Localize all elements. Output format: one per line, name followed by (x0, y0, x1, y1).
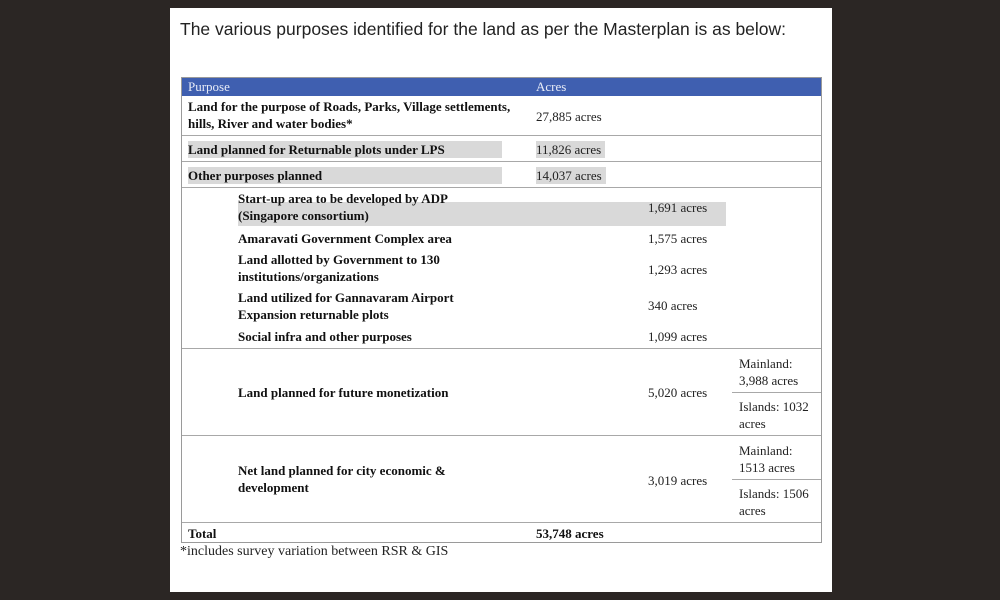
table-header: Purpose Acres (182, 78, 821, 96)
land-purpose-table: Purpose Acres Land for the purpose of Ro… (181, 77, 822, 543)
footnote: *includes survey variation between RSR &… (180, 544, 449, 559)
header-acres: Acres (536, 79, 567, 94)
total-acres: 53,748 acres (536, 526, 604, 541)
sub-row-purpose: Social infra and other purposes (238, 329, 412, 344)
sub-row-purpose: Start-up area to be developed by ADP (Si… (238, 191, 448, 223)
row-purpose: Land for the purpose of Roads, Parks, Vi… (188, 99, 511, 131)
mainland-acres: Mainland: 1513 acres (739, 443, 795, 475)
sub-row-acres: 1,293 acres (648, 262, 708, 277)
sub-row-acres: 1,099 acres (648, 329, 708, 344)
row-purpose: Land planned for Returnable plots under … (188, 141, 502, 158)
mainland-acres: Mainland: 3,988 acres (739, 356, 799, 388)
sub-row-acres: 340 acres (648, 298, 698, 313)
row-acres: 27,885 acres (536, 109, 602, 124)
sub-row-acres: 5,020 acres (648, 385, 708, 400)
sub-row-purpose: Amaravati Government Complex area (238, 231, 452, 246)
row-acres: 11,826 acres (536, 141, 606, 158)
intro-text: The various purposes identified for the … (180, 19, 787, 39)
sub-row-acres: 1,691 acres (648, 200, 708, 215)
sub-row-purpose: Land allotted by Government to 130 insti… (238, 252, 440, 284)
sub-row-purpose: Land planned for future monetization (238, 385, 449, 400)
total-label: Total (188, 526, 217, 541)
islands-acres: Islands: 1032 acres (739, 399, 809, 431)
header-purpose: Purpose (188, 79, 230, 94)
sub-row-acres: 1,575 acres (648, 231, 708, 246)
row-purpose: Other purposes planned (188, 167, 502, 184)
row-acres: 14,037 acres (536, 167, 606, 184)
sub-row-purpose: Land utilized for Gannavaram Airport Exp… (238, 290, 454, 322)
islands-acres: Islands: 1506 acres (739, 486, 809, 518)
sub-row-acres: 3,019 acres (648, 473, 708, 488)
sub-row-purpose: Net land planned for city economic & dev… (238, 463, 446, 495)
document-page: The various purposes identified for the … (170, 8, 832, 592)
